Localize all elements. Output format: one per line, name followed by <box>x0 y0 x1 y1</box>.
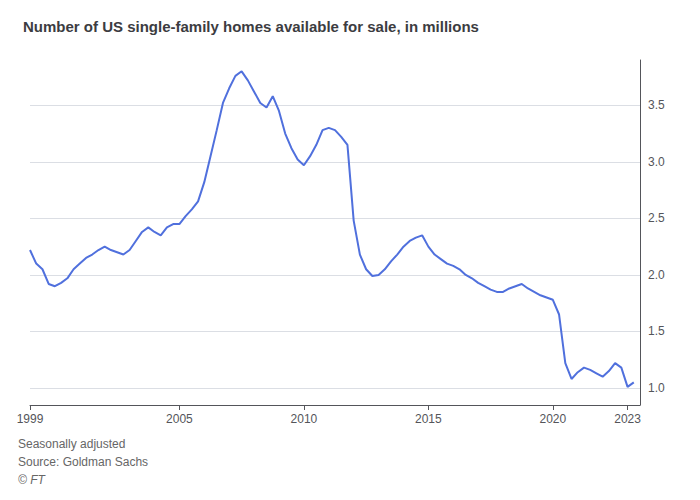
svg-text:Source: Goldman Sachs: Source: Goldman Sachs <box>18 455 148 469</box>
svg-text:1999: 1999 <box>17 412 44 426</box>
svg-text:1.0: 1.0 <box>648 381 665 395</box>
svg-text:Seasonally adjusted: Seasonally adjusted <box>18 437 125 451</box>
svg-text:3.0: 3.0 <box>648 155 665 169</box>
svg-text:2010: 2010 <box>291 412 318 426</box>
svg-text:© FT: © FT <box>18 473 47 487</box>
svg-text:Number of US single-family hom: Number of US single-family homes availab… <box>23 18 479 35</box>
svg-text:2.5: 2.5 <box>648 211 665 225</box>
svg-text:2015: 2015 <box>415 412 442 426</box>
svg-text:2020: 2020 <box>540 412 567 426</box>
svg-text:3.5: 3.5 <box>648 98 665 112</box>
svg-text:2.0: 2.0 <box>648 268 665 282</box>
svg-text:1.5: 1.5 <box>648 324 665 338</box>
svg-text:2023: 2023 <box>614 412 641 426</box>
svg-text:2005: 2005 <box>166 412 193 426</box>
